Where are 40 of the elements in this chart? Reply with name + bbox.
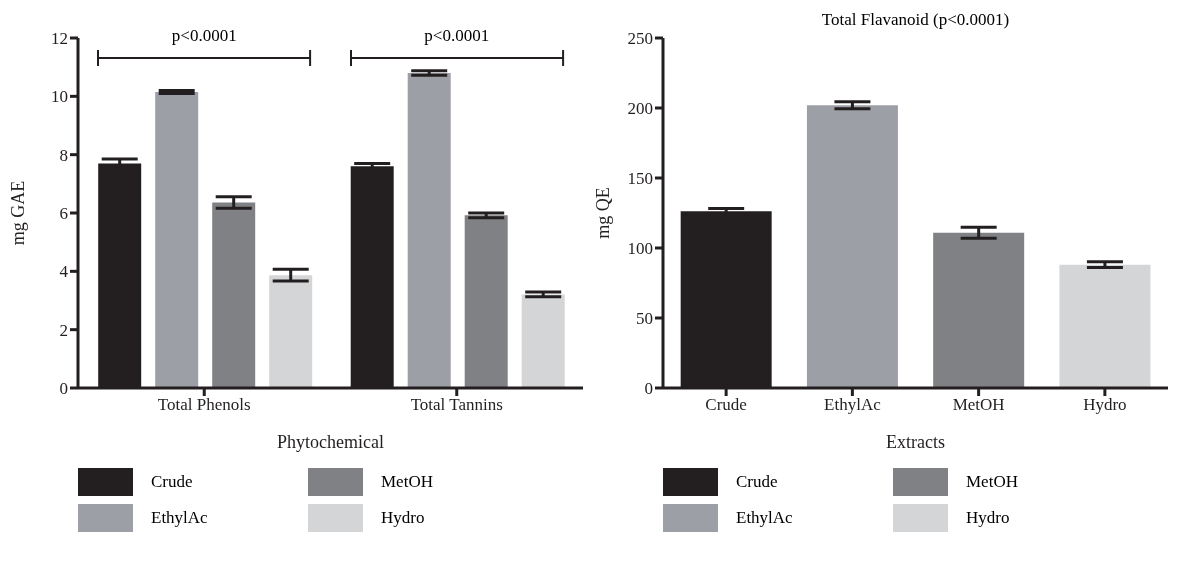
x-tick-label: MetOH <box>952 395 1005 415</box>
x-tick-label: EthylAc <box>824 395 882 415</box>
x-axis-title: Phytochemical <box>277 432 384 452</box>
x-tick-label: Hydro <box>1083 395 1127 415</box>
x-axis-title: Extracts <box>886 432 945 452</box>
y-tick-label: 2 <box>59 320 68 340</box>
chart-title: Total Flavanoid (p<0.0001) <box>820 10 1011 30</box>
legend-label: Hydro <box>381 508 425 528</box>
y-tick-label: 0 <box>59 379 68 399</box>
y-tick-label: 100 <box>627 239 653 259</box>
y-axis-title: mg GAE <box>8 180 29 246</box>
annotation: p<0.0001 <box>170 26 238 46</box>
bar <box>212 202 256 388</box>
legend-label: EthylAc <box>151 508 208 528</box>
bar <box>155 91 199 388</box>
y-axis-title: mg QE <box>593 187 614 239</box>
x-tick-label: Crude <box>705 395 747 415</box>
x-tick-label: Total Phenols <box>157 395 251 415</box>
y-tick-label: 12 <box>51 29 68 49</box>
y-tick-label: 250 <box>627 29 653 49</box>
legend-label: Crude <box>736 472 778 492</box>
bar <box>464 215 508 388</box>
y-tick-label: 150 <box>627 169 653 189</box>
annotation: p<0.0001 <box>423 26 491 46</box>
bar <box>521 294 565 388</box>
bar <box>407 73 451 388</box>
y-tick-label: 6 <box>59 204 68 224</box>
legend-label: MetOH <box>966 472 1018 492</box>
legend-label: MetOH <box>381 472 433 492</box>
y-tick-label: 50 <box>636 309 653 329</box>
legend-label: Hydro <box>966 508 1010 528</box>
y-tick-label: 0 <box>644 379 653 399</box>
bar <box>269 275 313 388</box>
y-tick-label: 8 <box>59 145 68 165</box>
legend-label: Crude <box>151 472 193 492</box>
y-tick-label: 200 <box>627 99 653 119</box>
legend-label: EthylAc <box>736 508 793 528</box>
y-tick-label: 10 <box>51 87 68 107</box>
y-tick-label: 4 <box>59 262 69 282</box>
x-tick-label: Total Tannins <box>410 395 503 415</box>
